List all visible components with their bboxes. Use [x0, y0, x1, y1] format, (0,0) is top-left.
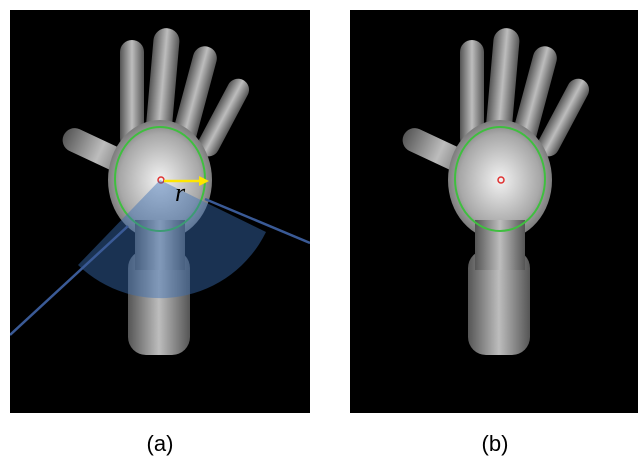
figure: r (a) (b) [0, 0, 638, 459]
panel-b [350, 10, 638, 413]
caption-a: (a) [147, 431, 174, 456]
page: {"panels": [{"label": "(a)", "annotation… [0, 0, 638, 459]
caption-b: (b) [482, 431, 509, 456]
panel-a: r [10, 10, 310, 413]
radius-label: r [175, 178, 186, 207]
